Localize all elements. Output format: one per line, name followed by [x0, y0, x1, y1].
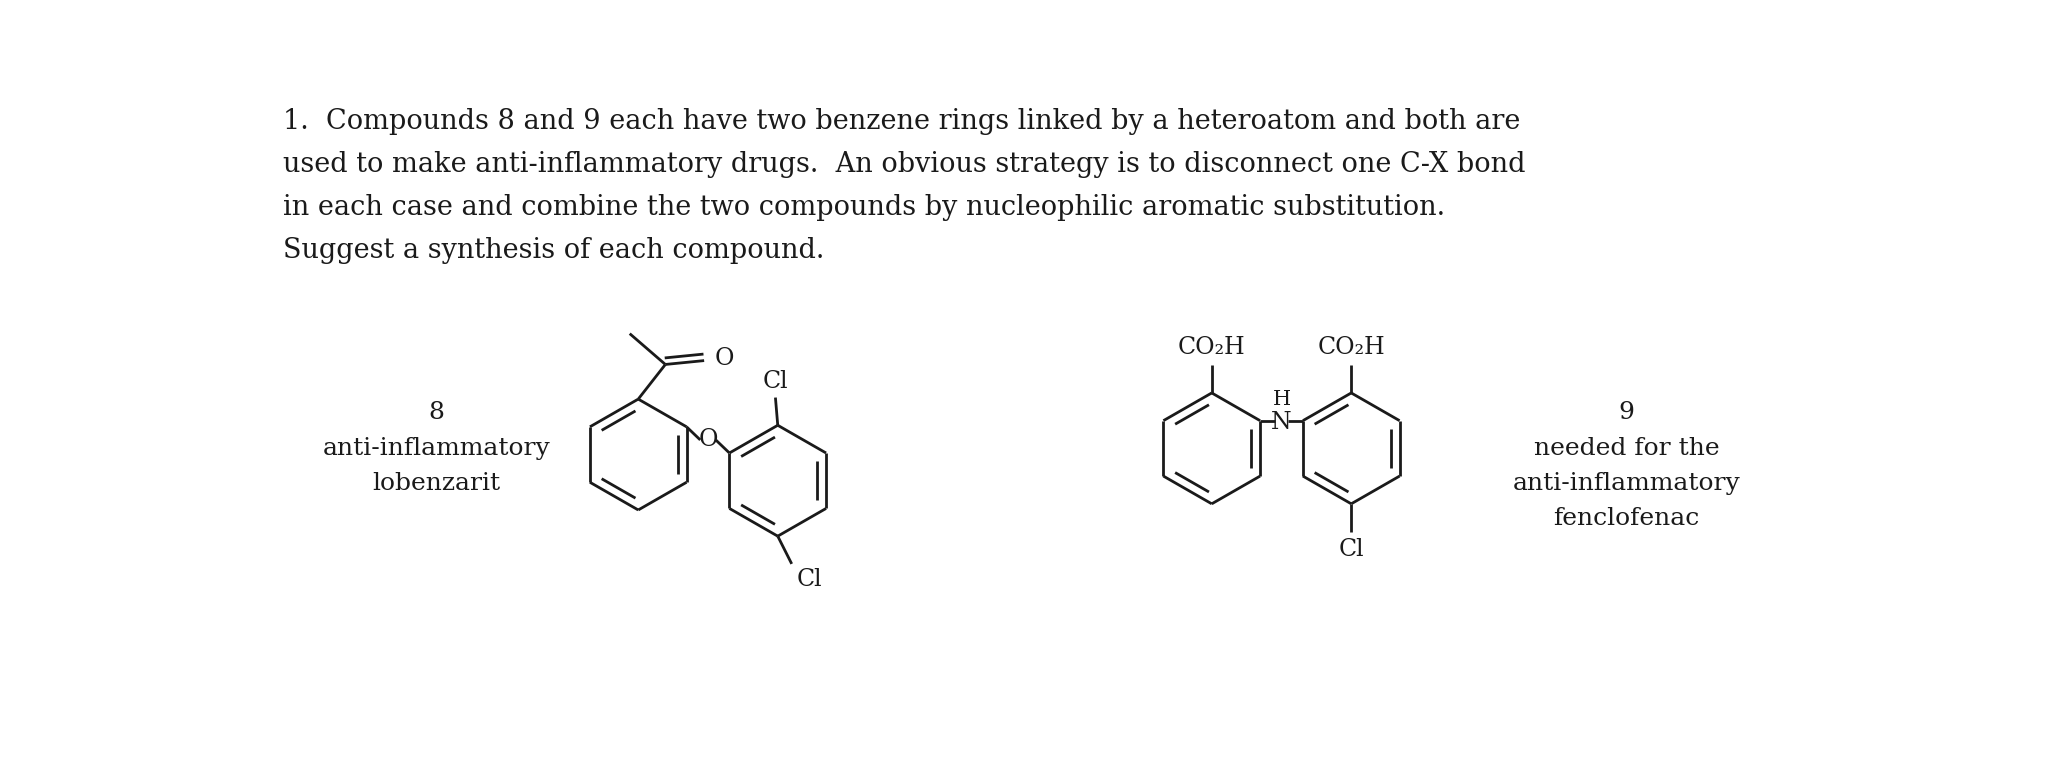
- Text: Cl: Cl: [1338, 538, 1365, 560]
- Text: used to make anti-inflammatory drugs.  An obvious strategy is to disconnect one : used to make anti-inflammatory drugs. An…: [283, 151, 1526, 178]
- Text: 1.  Compounds 8 and 9 each have two benzene rings linked by a heteroatom and bot: 1. Compounds 8 and 9 each have two benze…: [283, 108, 1520, 135]
- Text: H: H: [1272, 390, 1290, 408]
- Text: in each case and combine the two compounds by nucleophilic aromatic substitution: in each case and combine the two compoun…: [283, 195, 1446, 222]
- Text: CO₂H: CO₂H: [1179, 336, 1245, 359]
- Text: 9: 9: [1619, 401, 1634, 424]
- Text: Cl: Cl: [796, 568, 821, 591]
- Text: CO₂H: CO₂H: [1317, 336, 1386, 359]
- Text: Cl: Cl: [763, 370, 788, 393]
- Text: O: O: [699, 428, 718, 452]
- Text: anti-inflammatory: anti-inflammatory: [1512, 472, 1741, 495]
- Text: anti-inflammatory: anti-inflammatory: [323, 436, 550, 459]
- Text: fenclofenac: fenclofenac: [1553, 507, 1700, 530]
- Text: O: O: [713, 347, 734, 370]
- Text: Suggest a synthesis of each compound.: Suggest a synthesis of each compound.: [283, 238, 825, 264]
- Text: N: N: [1272, 411, 1292, 434]
- Text: lobenzarit: lobenzarit: [372, 472, 500, 495]
- Text: 8: 8: [428, 401, 445, 424]
- Text: needed for the: needed for the: [1534, 436, 1719, 459]
